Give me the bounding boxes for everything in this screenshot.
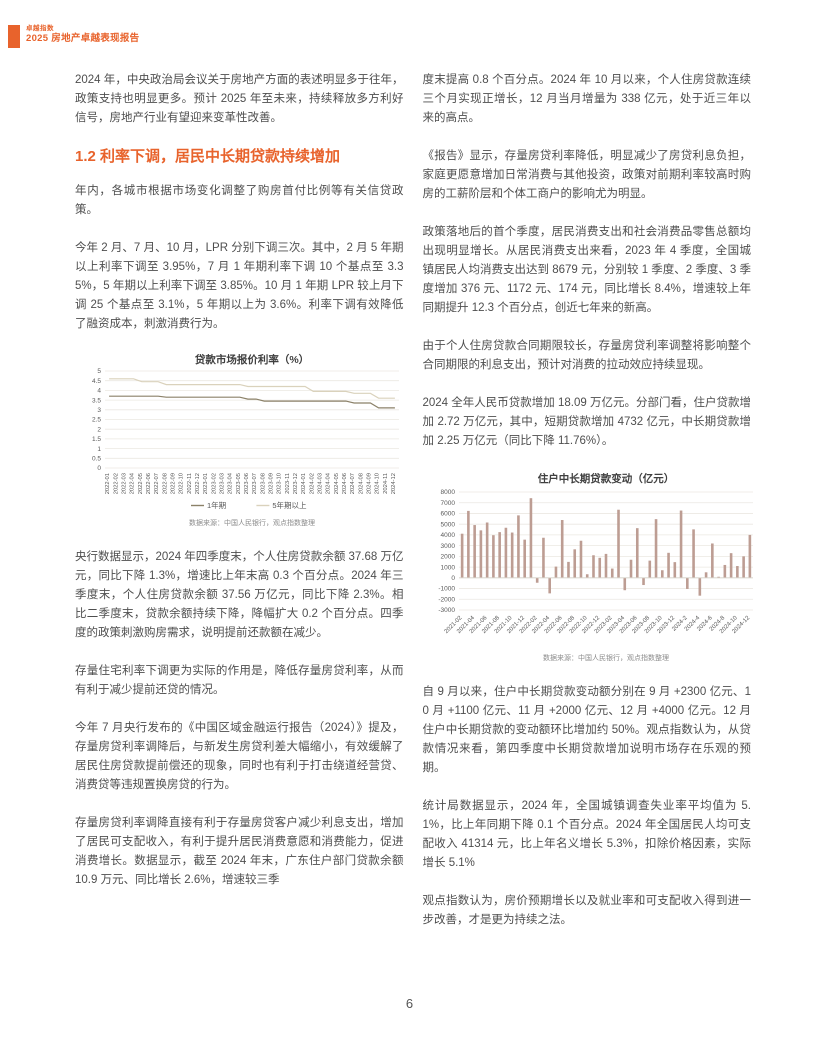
svg-text:2024-11: 2024-11 <box>383 473 389 494</box>
paragraph-policy: 2024 年，中央政治局会议关于房地产方面的表述明显多于往年，政策支持也明显更多… <box>75 74 404 124</box>
svg-text:2: 2 <box>97 426 101 433</box>
svg-text:2022-06: 2022-06 <box>146 473 152 494</box>
svg-text:3.5: 3.5 <box>92 397 101 404</box>
paragraph-regional-report: 今年 7 月央行发布的《中国区域金融运行报告（2024）》提及，存量房贷利率调降… <box>75 722 404 791</box>
brand-accent-bar <box>8 25 20 48</box>
svg-text:数据来源：中国人民银行，观点指数整理: 数据来源：中国人民银行，观点指数整理 <box>189 518 315 527</box>
section-heading-1-2: 1.2 利率下调，居民中长期贷款持续增加 <box>75 148 341 165</box>
paragraph-consumption: 政策落地后的首个季度，居民消费支出和社会消费品零售总额均出现明显增长。从居民消费… <box>422 226 752 314</box>
svg-text:2022-01: 2022-01 <box>105 473 111 494</box>
svg-text:2023-09: 2023-09 <box>268 473 274 494</box>
svg-text:5年期以上: 5年期以上 <box>272 500 307 510</box>
svg-text:4: 4 <box>97 388 101 395</box>
paragraph-guangdong: 存量房贷利率调降直接有利于存量房贷客户减少利息支出，增加了居民可支配收入，有利于… <box>75 817 404 886</box>
svg-text:5: 5 <box>97 368 101 375</box>
svg-text:2.5: 2.5 <box>92 417 101 424</box>
svg-text:3: 3 <box>97 407 101 414</box>
svg-text:2022-08: 2022-08 <box>162 473 168 494</box>
svg-text:2022-11: 2022-11 <box>187 473 193 494</box>
brand-name: 卓越指数 <box>26 25 54 32</box>
svg-text:2024-01: 2024-01 <box>301 473 307 494</box>
paragraph-contract-term: 由于个人住房贷款合同期限较长，存量房贷利率调整将影响整个合同期限的利息支出，预计… <box>422 340 752 371</box>
svg-text:2000: 2000 <box>440 554 455 561</box>
svg-text:2022-10: 2022-10 <box>179 473 185 494</box>
paragraph-credit-policy: 年内，各城市根据市场变化调整了购房首付比例等有关信贷政策。 <box>75 185 404 216</box>
svg-text:2023-11: 2023-11 <box>285 473 291 494</box>
svg-text:2022-12: 2022-12 <box>195 473 201 494</box>
svg-text:8000: 8000 <box>440 489 455 496</box>
svg-text:-1000: -1000 <box>438 586 455 593</box>
svg-text:0: 0 <box>451 575 455 582</box>
paragraph-lpr-cuts: 今年 2 月、7 月、10 月，LPR 分别下调三次。其中，2 月 5 年期以上… <box>75 242 404 330</box>
svg-text:2024-02: 2024-02 <box>309 473 315 494</box>
svg-text:1年期: 1年期 <box>207 500 226 510</box>
svg-text:0.5: 0.5 <box>92 456 101 463</box>
svg-text:2023-03: 2023-03 <box>219 473 225 494</box>
svg-text:住户中长期贷款变动（亿元）: 住户中长期贷款变动（亿元） <box>537 472 674 485</box>
svg-text:2023-01: 2023-01 <box>203 473 209 494</box>
paragraph-since-september: 自 9 月以来，住户中长期贷款变动额分别在 9 月 +2300 亿元、10 月 … <box>422 686 752 774</box>
svg-text:2023-04: 2023-04 <box>228 472 234 494</box>
svg-text:2022-09: 2022-09 <box>170 473 176 494</box>
svg-text:2024-10: 2024-10 <box>375 473 381 494</box>
paragraph-stats-bureau: 统计局数据显示，2024 年，全国城镇调查失业率平均值为 5.1%，比上年同期下… <box>422 800 752 869</box>
svg-text:贷款市场报价利率（%）: 贷款市场报价利率（%） <box>195 353 309 366</box>
svg-text:2023-05: 2023-05 <box>236 473 242 494</box>
svg-text:2024-08: 2024-08 <box>358 473 364 494</box>
svg-text:2022-07: 2022-07 <box>154 473 160 494</box>
loans-bar-chart-svg: 住户中长期贷款变动（亿元） 8000 7000 6000 5000 4000 3000 200… <box>438 472 753 662</box>
svg-text:2023-06: 2023-06 <box>244 473 250 494</box>
paragraph-loan-balance: 央行数据显示，2024 年四季度末，个人住房贷款余额 37.68 万亿元，同比下… <box>75 551 404 639</box>
svg-text:2024-12: 2024-12 <box>391 473 397 494</box>
svg-text:2022-02: 2022-02 <box>113 473 119 494</box>
svg-text:7000: 7000 <box>440 500 455 507</box>
report-title: 2025 房地产卓越表现报告 <box>26 33 140 44</box>
svg-text:5000: 5000 <box>440 521 455 528</box>
svg-text:2022-03: 2022-03 <box>121 473 127 494</box>
svg-text:2024-07: 2024-07 <box>350 473 356 494</box>
paragraph-loans-2024: 2024 全年人民币贷款增加 18.09 万亿元。分部门看，住户贷款增加 2.7… <box>422 397 752 447</box>
svg-text:-2000: -2000 <box>438 596 455 603</box>
svg-text:4000: 4000 <box>440 532 455 539</box>
svg-text:2024-09: 2024-09 <box>366 473 372 494</box>
svg-text:1000: 1000 <box>440 564 455 571</box>
svg-text:1: 1 <box>97 446 101 453</box>
lpr-line-chart: 贷款市场报价利率（%） 0 0.5 1 1.5 2 2.5 3 3.5 4 4.5 5 2022-01 2… <box>75 353 404 540</box>
svg-text:6000: 6000 <box>440 511 455 518</box>
svg-text:2022-05: 2022-05 <box>138 473 144 494</box>
two-column-body: 2024 年，中央政治局会议关于房地产方面的表述明显多于往年，政策支持也明显更多… <box>75 71 753 949</box>
paragraph-stock-rate: 存量住宅利率下调更为实际的作用是，降低存量房贷利率，从而有利于减少提前还贷的情况… <box>75 665 404 696</box>
svg-text:2023-08: 2023-08 <box>260 473 266 494</box>
paragraph-quarter-growth: 度末提高 0.8 个百分点。2024 年 10 月以来，个人住房贷款连续三个月实… <box>422 74 752 124</box>
svg-text:2023-07: 2023-07 <box>252 473 258 494</box>
page-header: 卓越指数 2025 房地产卓越表现报告 <box>8 25 139 48</box>
brand-text: 卓越指数 2025 房地产卓越表现报告 <box>26 25 139 48</box>
svg-text:4.5: 4.5 <box>92 378 101 385</box>
svg-text:0: 0 <box>97 465 101 472</box>
svg-text:3000: 3000 <box>440 543 455 550</box>
svg-text:2023-02: 2023-02 <box>211 473 217 494</box>
svg-text:2024-03: 2024-03 <box>317 473 323 494</box>
household-loans-bar-chart: 住户中长期贷款变动（亿元） 8000 7000 6000 5000 4000 3000 200… <box>423 470 753 671</box>
svg-text:-3000: -3000 <box>438 607 455 614</box>
page-number: 6 <box>405 996 414 1011</box>
svg-text:1.5: 1.5 <box>92 436 101 443</box>
svg-text:2024-06: 2024-06 <box>342 473 348 494</box>
right-column: 度末提高 0.8 个百分点。2024 年 10 月以来，个人住房贷款连续三个月实… <box>422 71 753 949</box>
svg-text:2023-10: 2023-10 <box>277 473 283 494</box>
svg-text:2024-05: 2024-05 <box>334 473 340 494</box>
svg-text:数据来源：中国人民银行，观点指数整理: 数据来源：中国人民银行，观点指数整理 <box>543 653 669 662</box>
paragraph-report-shows: 《报告》显示，存量房贷利率降低，明显减少了房贷利息负担，家庭更愿意增加日常消费与… <box>422 150 752 200</box>
svg-text:2024-04: 2024-04 <box>326 472 332 494</box>
svg-text:2022-04: 2022-04 <box>130 472 136 494</box>
svg-text:2023-12: 2023-12 <box>293 473 299 494</box>
paragraph-viewpoint: 观点指数认为，房价预期增长以及就业率和可支配收入得到进一步改善，才是更为持续之法… <box>422 895 752 926</box>
left-column: 2024 年，中央政治局会议关于房地产方面的表述明显多于往年，政策支持也明显更多… <box>75 71 404 949</box>
